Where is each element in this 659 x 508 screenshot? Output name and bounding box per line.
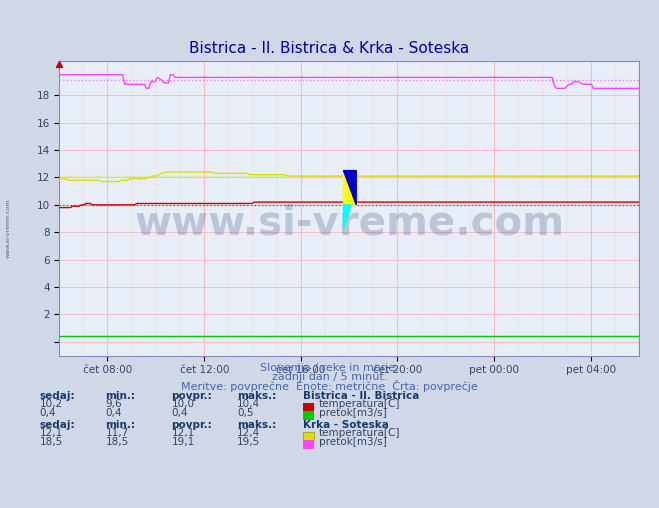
Polygon shape: [343, 205, 351, 230]
Text: povpr.:: povpr.:: [171, 420, 212, 430]
Text: 19,5: 19,5: [237, 437, 260, 447]
Text: pretok[m3/s]: pretok[m3/s]: [319, 408, 387, 418]
Text: 0,4: 0,4: [40, 408, 56, 418]
Text: 10,4: 10,4: [237, 399, 260, 409]
Text: maks.:: maks.:: [237, 420, 277, 430]
Text: povpr.:: povpr.:: [171, 391, 212, 401]
Polygon shape: [343, 171, 357, 205]
Text: Slovenija / reke in morje.: Slovenija / reke in morje.: [260, 363, 399, 373]
Text: 12,1: 12,1: [171, 428, 194, 438]
Text: pretok[m3/s]: pretok[m3/s]: [319, 437, 387, 447]
Text: 18,5: 18,5: [105, 437, 129, 447]
Text: min.:: min.:: [105, 420, 136, 430]
Text: min.:: min.:: [105, 391, 136, 401]
Text: www.si-vreme.com: www.si-vreme.com: [5, 199, 11, 259]
Polygon shape: [343, 171, 357, 205]
Text: 12,1: 12,1: [40, 428, 63, 438]
Text: Meritve: povprečne  Enote: metrične  Črta: povprečje: Meritve: povprečne Enote: metrične Črta:…: [181, 379, 478, 392]
Text: www.si-vreme.com: www.si-vreme.com: [134, 203, 564, 243]
Text: Bistrica - Il. Bistrica & Krka - Soteska: Bistrica - Il. Bistrica & Krka - Soteska: [189, 41, 470, 56]
Text: 9,6: 9,6: [105, 399, 122, 409]
Text: maks.:: maks.:: [237, 391, 277, 401]
Text: 19,1: 19,1: [171, 437, 194, 447]
Text: 0,4: 0,4: [171, 408, 188, 418]
Text: 0,5: 0,5: [237, 408, 254, 418]
Text: 10,0: 10,0: [171, 399, 194, 409]
Text: 10,2: 10,2: [40, 399, 63, 409]
Text: 11,7: 11,7: [105, 428, 129, 438]
Text: temperatura[C]: temperatura[C]: [319, 428, 401, 438]
Text: sedaj:: sedaj:: [40, 391, 75, 401]
Text: 0,4: 0,4: [105, 408, 122, 418]
Text: 18,5: 18,5: [40, 437, 63, 447]
Text: temperatura[C]: temperatura[C]: [319, 399, 401, 409]
Text: Bistrica - Il. Bistrica: Bistrica - Il. Bistrica: [303, 391, 420, 401]
Text: sedaj:: sedaj:: [40, 420, 75, 430]
Text: 12,4: 12,4: [237, 428, 260, 438]
Text: zadnji dan / 5 minut.: zadnji dan / 5 minut.: [272, 372, 387, 382]
Text: Krka - Soteska: Krka - Soteska: [303, 420, 389, 430]
